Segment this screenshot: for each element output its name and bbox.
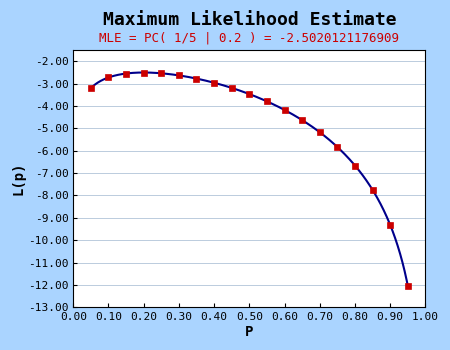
X-axis label: P: P — [245, 325, 253, 339]
Title: Maximum Likelihood Estimate: Maximum Likelihood Estimate — [103, 11, 396, 29]
Text: MLE = PC( 1/5 | 0.2 ) = -2.5020121176909: MLE = PC( 1/5 | 0.2 ) = -2.5020121176909 — [99, 32, 399, 45]
Y-axis label: L(p): L(p) — [11, 162, 25, 195]
